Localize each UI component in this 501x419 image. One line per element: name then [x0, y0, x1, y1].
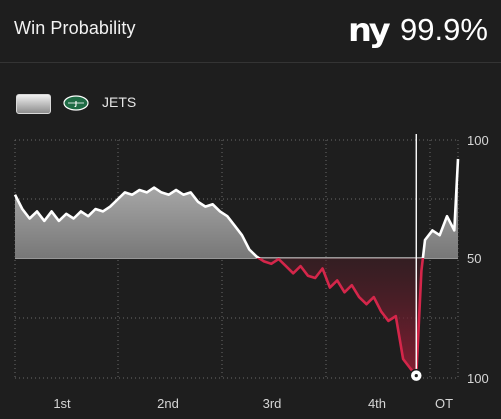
x-tick-label: 2nd — [157, 396, 179, 411]
legend-swatch — [16, 94, 51, 114]
y-tick-label: 100 — [467, 371, 489, 386]
jets-area-fill — [15, 159, 458, 258]
header-divider — [0, 62, 501, 63]
x-tick-label: 1st — [53, 396, 71, 411]
x-tick-label: 4th — [368, 396, 386, 411]
team-win-probability: 99.9% — [400, 12, 488, 47]
win-probability-chart: 1st 2nd 3rd 4th OT 100 50 100 — [13, 133, 489, 411]
giants-logo-icon: ny — [348, 11, 391, 49]
x-tick-label: OT — [435, 396, 453, 411]
svg-text:J: J — [74, 101, 77, 108]
page-title: Win Probability — [14, 18, 136, 38]
y-tick-label: 100 — [467, 133, 489, 148]
series-line-below — [256, 258, 425, 377]
series-line-above — [13, 158, 460, 258]
opponent-area-fill — [15, 258, 458, 376]
y-tick-label: 50 — [467, 251, 481, 266]
x-tick-label: 3rd — [263, 396, 282, 411]
legend-label: JETS — [102, 94, 137, 110]
jets-logo-icon: J — [63, 95, 89, 111]
end-point-marker-dot — [414, 374, 418, 378]
